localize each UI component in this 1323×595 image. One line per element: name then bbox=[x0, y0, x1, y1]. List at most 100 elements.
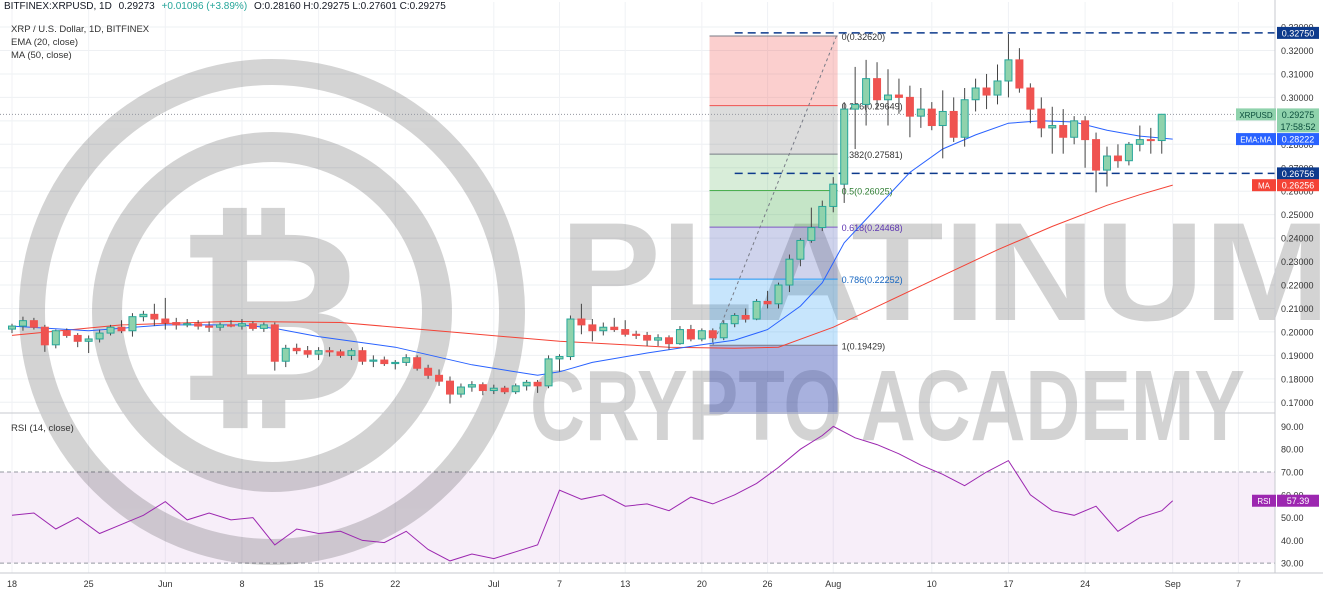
candle-body bbox=[796, 239, 805, 260]
candle-body bbox=[347, 350, 356, 356]
fib-level-label: 0.786(0.22252) bbox=[842, 275, 903, 285]
candle-body bbox=[128, 316, 137, 332]
support-value-tag: 0.26756 bbox=[1282, 169, 1315, 179]
fib-trend-line bbox=[712, 35, 837, 346]
candle-body bbox=[741, 315, 750, 320]
candle-body bbox=[18, 320, 27, 327]
candle-body bbox=[435, 374, 444, 382]
candle-body bbox=[971, 87, 980, 101]
ema-legend: EMA (20, close) bbox=[11, 37, 79, 48]
rsi-tick-label: 80.00 bbox=[1281, 445, 1304, 455]
candle-body bbox=[522, 381, 531, 387]
candle-body bbox=[369, 359, 378, 362]
candle-body bbox=[949, 110, 958, 138]
time-tick-label: 20 bbox=[697, 579, 707, 589]
candle-body bbox=[533, 381, 542, 387]
price-tick-label: 0.26000 bbox=[1281, 187, 1314, 197]
candle-body bbox=[1037, 108, 1046, 129]
candle-body bbox=[840, 108, 849, 185]
candle-body bbox=[51, 330, 60, 346]
candle-body bbox=[478, 384, 487, 392]
candle-body bbox=[1026, 87, 1035, 110]
candle-body bbox=[1048, 125, 1057, 129]
candle-body bbox=[884, 94, 892, 101]
candle-body bbox=[632, 333, 641, 336]
rsi-tick-label: 70.00 bbox=[1281, 467, 1304, 477]
candle-body bbox=[205, 325, 214, 328]
ma-name-tag-bg bbox=[1252, 179, 1276, 192]
price-tick-label: 0.20000 bbox=[1281, 327, 1314, 337]
rsi-band bbox=[0, 471, 1275, 564]
time-tick-label: Sep bbox=[1165, 579, 1181, 589]
candle-body bbox=[139, 313, 148, 318]
candle-body bbox=[1103, 155, 1111, 171]
ma-name-tag: MA bbox=[1258, 182, 1271, 191]
candle-body bbox=[303, 350, 312, 355]
candle-body bbox=[336, 351, 345, 356]
candle-body bbox=[106, 326, 115, 334]
watermark-line1: PLATINUM bbox=[560, 193, 1323, 350]
chart-legend-title: XRP / U.S. Dollar, 1D, BITFINEX bbox=[11, 24, 150, 35]
price-tick-label: 0.19000 bbox=[1281, 351, 1314, 361]
time-tick-label: Jul bbox=[488, 579, 500, 589]
candle-body bbox=[1004, 59, 1013, 82]
resistance-value-tag-bg bbox=[1277, 26, 1319, 39]
candle-body bbox=[84, 338, 93, 342]
candle-body bbox=[905, 96, 914, 117]
candle-body bbox=[807, 227, 816, 241]
candle-body bbox=[599, 326, 608, 332]
candle-body bbox=[1081, 120, 1090, 141]
candle-body bbox=[117, 326, 126, 332]
price-tick-label: 0.32000 bbox=[1281, 46, 1314, 56]
fib-level-label: 1(0.19429) bbox=[842, 341, 886, 351]
candle-body bbox=[752, 300, 761, 320]
candle-body bbox=[8, 325, 16, 330]
candle-body bbox=[577, 318, 586, 326]
candle-body bbox=[643, 334, 652, 341]
price-tick-label: 0.25000 bbox=[1281, 210, 1314, 220]
rsi-tick-label: 30.00 bbox=[1281, 559, 1304, 569]
rsi-value-tag-bg bbox=[1277, 494, 1319, 507]
candle-body bbox=[29, 320, 38, 328]
price-tick-label: 0.23000 bbox=[1281, 257, 1314, 267]
price-tick-label: 0.22000 bbox=[1281, 281, 1314, 291]
price-tick-label: 0.24000 bbox=[1281, 234, 1314, 244]
candle-body bbox=[194, 323, 203, 327]
fib-level-label: 0.382(0.27581) bbox=[842, 150, 903, 160]
candle-body bbox=[73, 334, 82, 342]
candle-body bbox=[227, 324, 235, 327]
price-change: +0.01096 (+3.89%) bbox=[161, 1, 248, 12]
candle-body bbox=[500, 387, 509, 393]
candle-body bbox=[818, 205, 827, 229]
ema-value-tag-bg bbox=[1277, 133, 1319, 146]
candle-body bbox=[960, 99, 969, 138]
support-value-tag-bg bbox=[1277, 167, 1319, 180]
time-tick-label: 18 bbox=[7, 579, 17, 589]
candle-body bbox=[1092, 139, 1101, 171]
candle-body bbox=[719, 323, 728, 339]
price-tick-label: 0.18000 bbox=[1281, 374, 1314, 384]
time-tick-label: 13 bbox=[620, 579, 630, 589]
ohlc-values: O:0.28160 H:0.29275 L:0.27601 C:0.29275 bbox=[253, 1, 446, 12]
time-tick-label: 22 bbox=[390, 579, 400, 589]
candle-body bbox=[424, 367, 433, 376]
candle-body bbox=[555, 356, 564, 360]
candle-body bbox=[161, 318, 170, 324]
candle-body bbox=[862, 78, 871, 105]
ema-value-tag: 0.28222 bbox=[1282, 135, 1315, 145]
ema20-line bbox=[11, 120, 1173, 376]
fib-zone bbox=[709, 279, 838, 346]
candle-body bbox=[873, 78, 882, 101]
candle-body bbox=[314, 350, 323, 355]
candle-body bbox=[894, 94, 903, 98]
candle-body bbox=[993, 80, 1002, 96]
candle-body bbox=[270, 324, 279, 362]
candle-body bbox=[763, 300, 772, 305]
candle-body bbox=[665, 337, 673, 345]
fib-zone bbox=[709, 105, 838, 155]
ema-name-tag: EMA:MA bbox=[1240, 136, 1272, 145]
last-price: 0.29273 bbox=[118, 1, 155, 12]
time-tick-label: 8 bbox=[239, 579, 244, 589]
